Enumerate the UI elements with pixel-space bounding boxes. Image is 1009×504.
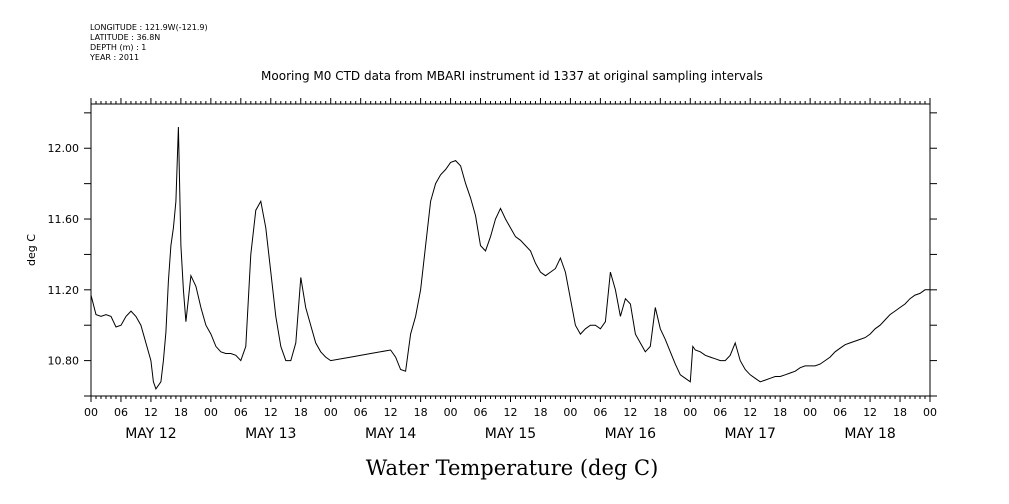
latitude-text: LATITUDE : 36.8N bbox=[90, 33, 160, 42]
x-tick-label: 06 bbox=[114, 406, 128, 419]
x-tick-label: 00 bbox=[324, 406, 338, 419]
x-tick-label: 00 bbox=[803, 406, 817, 419]
x-tick-label: 00 bbox=[563, 406, 577, 419]
x-tick-label: 18 bbox=[773, 406, 787, 419]
plot-frame bbox=[90, 103, 931, 397]
chart-title: Mooring M0 CTD data from MBARI instrumen… bbox=[261, 69, 763, 83]
x-tick-label: 00 bbox=[683, 406, 697, 419]
metadata-block: LONGITUDE : 121.9W(-121.9) LATITUDE : 36… bbox=[89, 23, 208, 62]
x-tick-label: 18 bbox=[533, 406, 547, 419]
axis-ticks bbox=[84, 98, 937, 402]
x-tick-label: 00 bbox=[204, 406, 218, 419]
x-tick-label: 12 bbox=[623, 406, 637, 419]
x-tick-label: 00 bbox=[84, 406, 98, 419]
x-tick-label: 00 bbox=[444, 406, 458, 419]
y-tick-label: 12.00 bbox=[48, 142, 80, 155]
x-tick-label: 06 bbox=[593, 406, 607, 419]
day-labels: MAY 12 MAY 13 MAY 14 MAY 15 MAY 16 MAY 17 MAY … bbox=[125, 426, 896, 442]
x-tick-labels: 00 06 12 18 00 06 12 18 00 06 12 18 00 06 12 18 00 06 12 18… bbox=[84, 406, 937, 419]
longitude-text: LONGITUDE : 121.9W(-121.9) bbox=[90, 23, 208, 32]
day-label: MAY 12 bbox=[125, 426, 176, 442]
y-tick-label: 10.80 bbox=[48, 355, 80, 368]
x-tick-label: 12 bbox=[384, 406, 398, 419]
x-tick-label: 12 bbox=[144, 406, 158, 419]
x-tick-label: 06 bbox=[833, 406, 847, 419]
day-label: MAY 16 bbox=[605, 426, 656, 442]
x-tick-label: 18 bbox=[294, 406, 308, 419]
x-tick-label: 12 bbox=[743, 406, 757, 419]
day-label: MAY 15 bbox=[485, 426, 536, 442]
y-tick-labels: 10.80 11.20 11.60 12.00 bbox=[48, 142, 80, 367]
y-tick-label: 11.20 bbox=[48, 284, 80, 297]
x-tick-label: 18 bbox=[893, 406, 907, 419]
x-tick-label: 00 bbox=[923, 406, 937, 419]
x-tick-label: 06 bbox=[354, 406, 368, 419]
day-label: MAY 18 bbox=[844, 426, 895, 442]
y-axis-label: deg C bbox=[25, 234, 38, 266]
temperature-series-line bbox=[90, 126, 930, 390]
day-label: MAY 17 bbox=[725, 426, 776, 442]
x-tick-label: 06 bbox=[234, 406, 248, 419]
x-tick-label: 12 bbox=[863, 406, 877, 419]
x-tick-label: 06 bbox=[474, 406, 488, 419]
x-tick-label: 12 bbox=[504, 406, 518, 419]
y-tick-label: 11.60 bbox=[48, 213, 80, 226]
x-tick-label: 18 bbox=[174, 406, 188, 419]
x-tick-label: 12 bbox=[264, 406, 278, 419]
day-label: MAY 13 bbox=[245, 426, 296, 442]
depth-text: DEPTH (m) : 1 bbox=[90, 43, 146, 52]
year-text: YEAR : 2011 bbox=[89, 53, 139, 62]
x-axis-label: Water Temperature (deg C) bbox=[366, 456, 659, 480]
x-tick-label: 18 bbox=[653, 406, 667, 419]
day-label: MAY 14 bbox=[365, 426, 416, 442]
x-tick-label: 18 bbox=[414, 406, 428, 419]
x-tick-label: 06 bbox=[713, 406, 727, 419]
